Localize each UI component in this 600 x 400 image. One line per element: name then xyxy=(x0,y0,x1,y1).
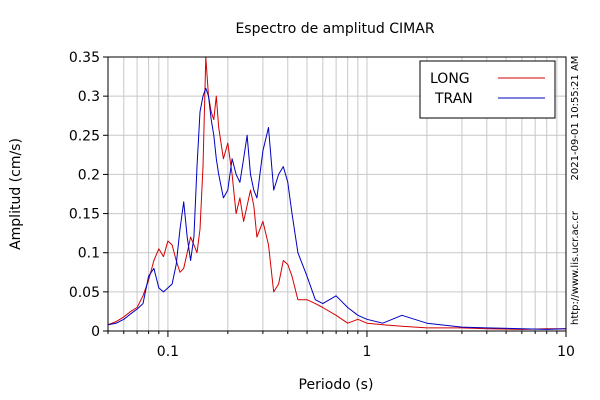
x-tick-label: 10 xyxy=(557,344,575,360)
y-tick-label: 0 xyxy=(91,324,100,340)
x-axis-label: Periodo (s) xyxy=(299,377,374,393)
plot-frame xyxy=(107,56,567,332)
grid xyxy=(107,56,567,332)
legend-label-tran: TRAN xyxy=(434,91,473,107)
legend-label-long: LONG xyxy=(430,71,470,87)
y-tick-label: 0.2 xyxy=(78,167,100,183)
series-line-long xyxy=(107,56,566,330)
tick-labels: 0 0.05 0.1 0.15 0.2 0.25 0.3 0.35 0.1 1 10 xyxy=(69,50,575,360)
legend: LONG TRAN xyxy=(419,60,556,119)
ticks xyxy=(103,56,567,337)
y-tick-label: 0.15 xyxy=(69,207,100,223)
y-tick-label: 0.35 xyxy=(69,50,100,66)
x-tick-label: 0.1 xyxy=(157,344,179,360)
y-tick-label: 0.3 xyxy=(78,89,100,105)
y-axis-label: Amplitud (cm/s) xyxy=(8,138,24,250)
y-tick-label: 0.05 xyxy=(69,285,100,301)
legend-box xyxy=(419,60,556,119)
timestamp-text: 2021-09-01 10:55:21 AM xyxy=(570,56,581,181)
y-tick-label: 0.1 xyxy=(78,246,100,262)
chart-title: Espectro de amplitud CIMAR xyxy=(235,21,434,37)
series-layer xyxy=(107,56,567,330)
series-line-tran xyxy=(107,87,567,330)
x-tick-label: 1 xyxy=(362,344,371,360)
y-tick-label: 0.25 xyxy=(69,128,100,144)
url-text: http://www.lis.ucr.ac.cr xyxy=(570,210,581,325)
